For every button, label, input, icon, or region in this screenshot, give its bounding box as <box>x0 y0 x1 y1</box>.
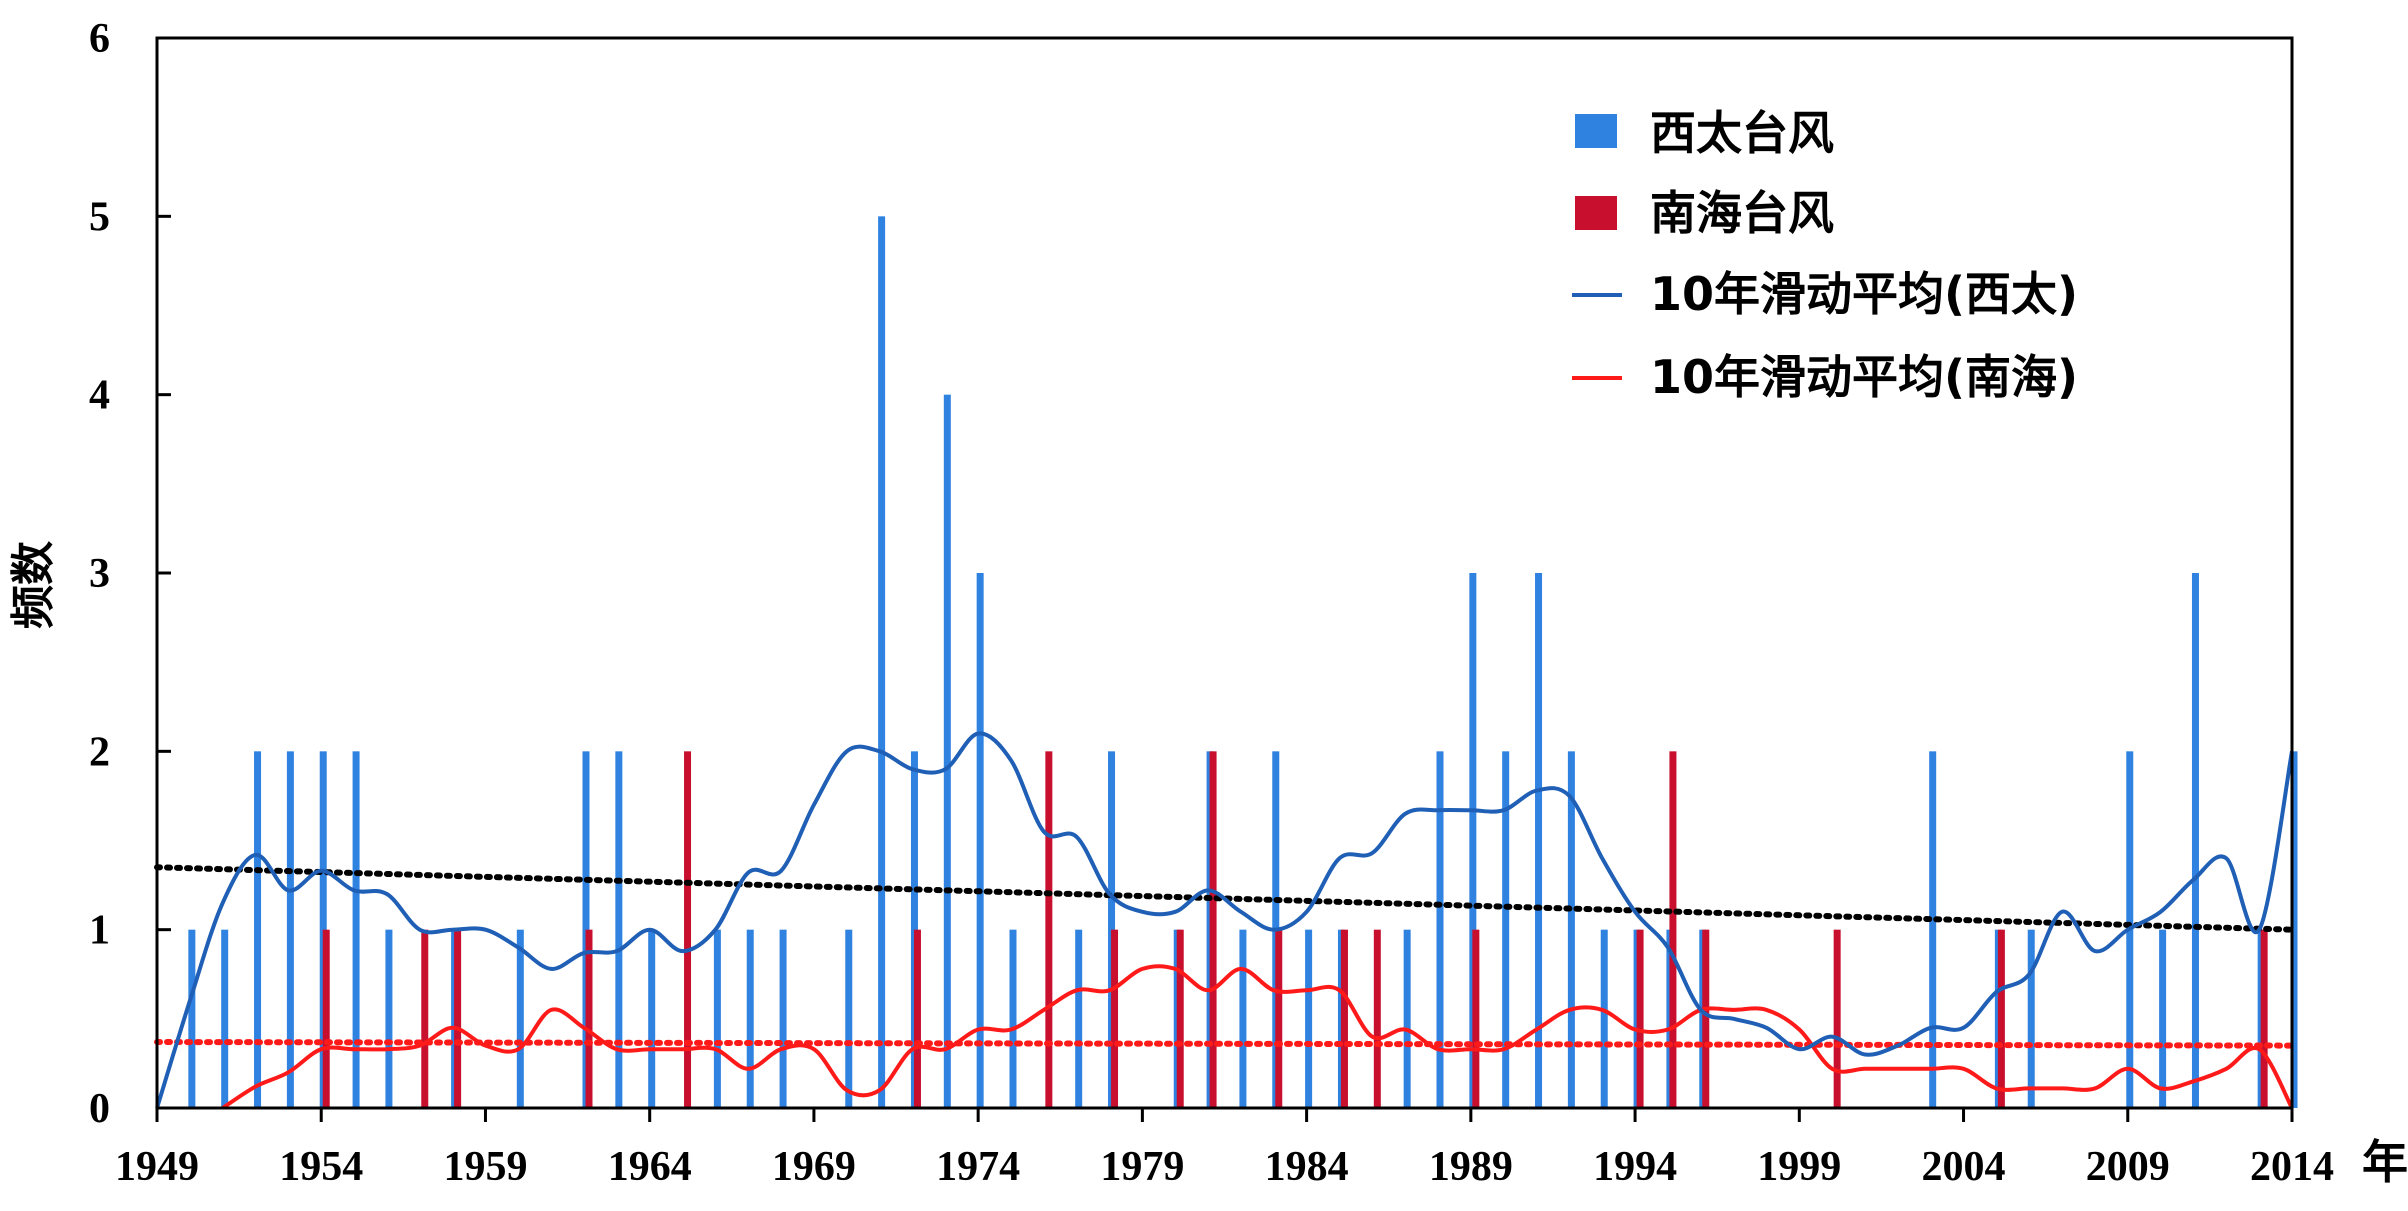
west-pacific-bar <box>1929 751 1937 1108</box>
south-china-sea-bars <box>322 751 2268 1108</box>
south-china-sea-bar <box>1669 751 1677 1108</box>
y-tick-label: 3 <box>89 551 110 597</box>
moving-average-south-line <box>221 964 2294 1110</box>
west-pacific-bar <box>976 573 984 1108</box>
west-pacific-bar <box>254 751 262 1108</box>
west-pacific-bar <box>648 929 656 1108</box>
west-pacific-bar <box>221 929 229 1108</box>
west-pacific-bar <box>845 929 853 1108</box>
legend-label-south-china-sea: 南海台风 <box>1650 186 1834 240</box>
x-tick-label: 1984 <box>1265 1144 1349 1190</box>
west-pacific-bar <box>1403 929 1411 1108</box>
legend: 西太台风 南海台风 10年滑动平均(西太) 10年滑动平均(南海) <box>1572 106 2078 404</box>
moving-average-lines <box>155 731 2294 1110</box>
south-china-sea-bar <box>1045 751 1053 1108</box>
west-pacific-bar <box>1600 929 1608 1108</box>
west-pacific-bar <box>1535 573 1543 1108</box>
y-axis-ticks: 0 1 2 3 4 5 6 <box>89 16 171 1132</box>
south-china-sea-bar <box>1176 929 1184 1108</box>
west-pacific-bar <box>1239 929 1247 1108</box>
west-pacific-bar <box>878 216 886 1109</box>
moving-average-west-line <box>155 731 2294 1109</box>
south-china-sea-bar <box>1997 929 2005 1108</box>
west-pacific-bar <box>1469 573 1477 1108</box>
y-tick-label: 5 <box>89 194 110 240</box>
south-china-sea-bar <box>684 751 692 1108</box>
south-china-sea-trend-line <box>154 1039 2295 1049</box>
west-pacific-bar <box>746 929 754 1108</box>
west-pacific-bar <box>286 751 294 1108</box>
west-pacific-bar <box>1502 751 1510 1108</box>
west-pacific-bar <box>1305 929 1313 1108</box>
south-china-sea-bar <box>322 929 330 1108</box>
south-china-sea-bar <box>913 929 921 1108</box>
west-pacific-bar <box>1436 751 1444 1108</box>
west-pacific-bar <box>582 751 590 1108</box>
south-china-sea-bar <box>1373 929 1381 1108</box>
x-tick-label: 1979 <box>1100 1144 1184 1190</box>
legend-swatch-west-pacific <box>1575 114 1617 148</box>
x-tick-label: 1959 <box>443 1144 527 1190</box>
legend-label-west-pacific: 西太台风 <box>1650 106 1834 160</box>
x-axis-unit: 年 <box>2362 1135 2408 1189</box>
west-pacific-bar <box>2290 751 2298 1108</box>
x-axis-ticks: 1949 1954 1959 1964 1969 1974 1979 1984 1989 1994… <box>115 1108 2334 1190</box>
y-tick-label: 2 <box>89 729 110 775</box>
y-axis-label: 频数 <box>8 541 59 629</box>
west-pacific-bar <box>1009 929 1017 1108</box>
x-tick-label: 1994 <box>1593 1144 1677 1190</box>
west-pacific-bar <box>188 929 196 1108</box>
west-pacific-bar <box>1075 929 1083 1108</box>
south-china-sea-bar <box>1472 929 1480 1108</box>
south-china-sea-bar <box>1833 929 1841 1108</box>
west-pacific-bar <box>352 751 360 1108</box>
south-china-sea-bar <box>1340 929 1348 1108</box>
y-tick-label: 0 <box>89 1086 110 1132</box>
west-pacific-bar <box>943 394 951 1109</box>
x-tick-label: 1969 <box>772 1144 856 1190</box>
west-pacific-bar <box>1567 751 1575 1108</box>
west-pacific-bar <box>385 929 393 1108</box>
west-pacific-bar <box>713 929 721 1108</box>
plot-frame <box>155 36 2294 1110</box>
legend-label-ma-south: 10年滑动平均(南海) <box>1650 350 2078 404</box>
x-tick-label: 1974 <box>936 1144 1020 1190</box>
legend-label-ma-west: 10年滑动平均(西太) <box>1650 267 2078 321</box>
west-pacific-bar <box>779 929 787 1108</box>
west-pacific-bar <box>615 751 623 1108</box>
x-tick-label: 2014 <box>2250 1144 2334 1190</box>
y-tick-label: 4 <box>89 373 110 419</box>
south-china-sea-bar <box>585 929 593 1108</box>
x-tick-label: 1989 <box>1429 1144 1513 1190</box>
south-china-sea-bar <box>1111 929 1119 1108</box>
x-tick-label: 2009 <box>2086 1144 2170 1190</box>
west-pacific-bar <box>1108 751 1116 1108</box>
legend-swatch-south-china-sea <box>1575 196 1617 230</box>
x-tick-label: 1949 <box>115 1144 199 1190</box>
x-tick-label: 1954 <box>279 1144 363 1190</box>
axes <box>155 36 2294 1110</box>
south-china-sea-bar <box>2260 929 2268 1108</box>
y-tick-label: 1 <box>89 908 110 954</box>
south-china-sea-bar <box>1636 929 1644 1108</box>
x-tick-label: 2004 <box>1922 1144 2006 1190</box>
west-pacific-bar <box>2159 929 2167 1108</box>
south-china-sea-bar <box>421 929 429 1108</box>
west-pacific-bar <box>319 751 327 1108</box>
south-china-sea-bar <box>454 929 462 1108</box>
west-pacific-bar <box>2191 573 2199 1108</box>
south-china-sea-bar <box>1275 929 1283 1108</box>
west-pacific-bar <box>516 929 524 1108</box>
west-pacific-bar <box>910 751 918 1108</box>
x-tick-label: 1964 <box>608 1144 692 1190</box>
west-pacific-bar <box>2027 929 2035 1108</box>
south-china-sea-bar <box>1702 929 1710 1108</box>
y-tick-label: 6 <box>89 16 110 62</box>
x-tick-label: 1999 <box>1757 1144 1841 1190</box>
south-china-sea-bar <box>1209 751 1217 1108</box>
